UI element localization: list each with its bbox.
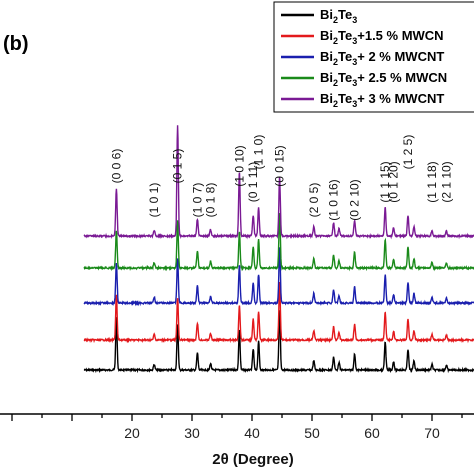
legend-entry: Bi2Te3+ 2.5 % MWCN xyxy=(320,70,447,88)
peak-label: (0 1 20) xyxy=(387,161,401,202)
x-tick-label: 50 xyxy=(304,425,320,441)
peak-label: (1 0 1) xyxy=(147,183,161,218)
x-tick-label: 70 xyxy=(424,425,440,441)
peak-label: (0 1 5) xyxy=(171,149,185,184)
series-line-3 xyxy=(83,247,474,307)
series-line-5 xyxy=(83,125,474,240)
peak-label: (0 1 11) xyxy=(246,162,260,202)
peak-label: (0 0 15) xyxy=(273,145,287,186)
peak-label: (0 2 10) xyxy=(348,179,362,220)
series-line-1 xyxy=(83,310,474,374)
legend-entry: Bi2Te3+ 2 % MWCNT xyxy=(320,49,444,67)
peak-label: (2 0 5) xyxy=(307,183,321,218)
peak-label: (1 1 18) xyxy=(425,161,439,202)
peak-label: (0 1 8) xyxy=(204,183,218,218)
peak-label: (1 1 15) xyxy=(378,161,392,202)
peak-annotations: (0 0 6) (1 0 1) (0 1 5) (1 0 7) (0 1 8) (1 0 … xyxy=(109,135,453,221)
legend-entry: Bi2Te3 xyxy=(320,7,357,25)
x-tick-label: 20 xyxy=(124,425,140,441)
series-line-4 xyxy=(83,213,474,272)
x-axis-title: 2θ (Degree) xyxy=(212,451,293,468)
peak-label: (1 2 5) xyxy=(401,135,415,170)
peak-label: (1 0 16) xyxy=(327,179,341,220)
peak-label: (1 0 10) xyxy=(232,145,246,186)
peak-label: (1 0 7) xyxy=(190,183,204,218)
legend: Bi2Te3 Bi2Te3+1.5 % MWCN Bi2Te3+ 2 % MWCNT… xyxy=(273,1,474,113)
x-axis: 20 30 40 50 60 70 xyxy=(11,414,463,441)
series-layer xyxy=(83,125,474,374)
peak-label: (2 1 10) xyxy=(439,161,453,202)
series-line-2 xyxy=(83,281,474,344)
legend-entry: Bi2Te3+1.5 % MWCN xyxy=(320,28,444,46)
peak-label: (0 0 6) xyxy=(109,149,123,184)
x-tick-label: 60 xyxy=(364,425,380,441)
x-tick-label: 40 xyxy=(244,425,260,441)
legend-entry: Bi2Te3+ 3 % MWCNT xyxy=(320,91,444,109)
x-tick-label: 30 xyxy=(184,425,200,441)
panel-label: (b) xyxy=(3,33,29,55)
peak-label: (1 1 0) xyxy=(252,135,266,170)
